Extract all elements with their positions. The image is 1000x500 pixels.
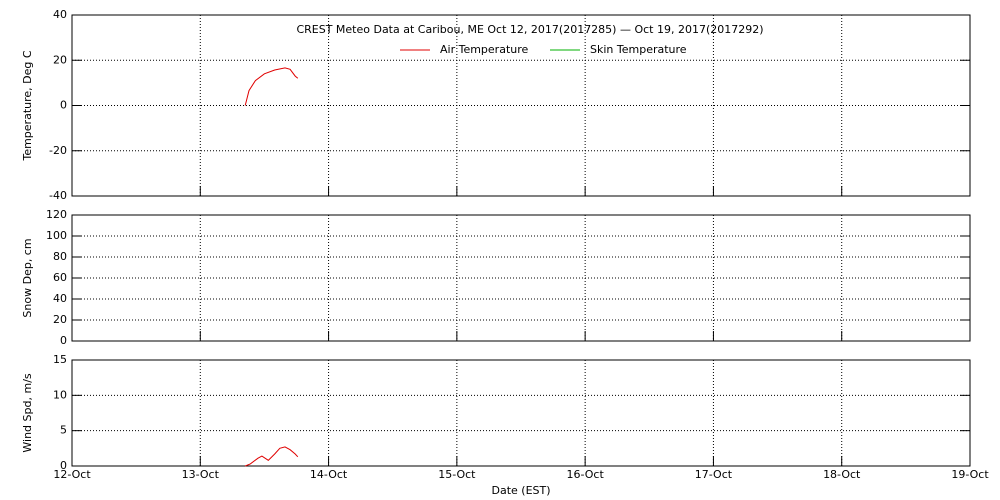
data-line bbox=[245, 446, 299, 467]
y-tick-label: 0 bbox=[60, 334, 67, 347]
legend-label: Skin Temperature bbox=[590, 43, 687, 56]
x-tick-label: 12-Oct bbox=[53, 468, 91, 481]
chart-title: CREST Meteo Data at Caribou, ME Oct 12, … bbox=[296, 23, 763, 36]
plot-frame bbox=[71, 14, 971, 197]
y-tick-label: 120 bbox=[46, 208, 67, 221]
x-tick-label: 17-Oct bbox=[695, 468, 733, 481]
y-tick-label: 20 bbox=[53, 53, 67, 66]
data-line bbox=[244, 67, 299, 106]
y-tick-label: 80 bbox=[53, 250, 67, 263]
x-tick-label: 13-Oct bbox=[182, 468, 220, 481]
y-tick-label: 10 bbox=[53, 388, 67, 401]
y-tick-label: 15 bbox=[53, 353, 67, 366]
x-axis-label: Date (EST) bbox=[491, 484, 550, 497]
y-axis-label: Temperature, Deg C bbox=[21, 50, 34, 161]
legend-label: Air Temperature bbox=[440, 43, 529, 56]
y-axis-label: Wind Spd, m/s bbox=[21, 373, 34, 453]
y-tick-label: 40 bbox=[53, 292, 67, 305]
x-tick-label: 15-Oct bbox=[438, 468, 476, 481]
y-axis-label: Snow Dep, cm bbox=[21, 238, 34, 317]
plot-frame bbox=[71, 359, 971, 467]
x-tick-label: 19-Oct bbox=[951, 468, 989, 481]
y-tick-label: 0 bbox=[60, 459, 67, 472]
y-tick-label: 20 bbox=[53, 313, 67, 326]
y-tick-label: -40 bbox=[49, 189, 67, 202]
y-tick-label: -20 bbox=[49, 144, 67, 157]
y-tick-label: 40 bbox=[53, 8, 67, 21]
y-tick-label: 60 bbox=[53, 271, 67, 284]
x-tick-label: 14-Oct bbox=[310, 468, 348, 481]
x-tick-label: 16-Oct bbox=[566, 468, 604, 481]
y-tick-label: 5 bbox=[60, 424, 67, 437]
y-tick-label: 100 bbox=[46, 229, 67, 242]
plot-frame bbox=[71, 214, 971, 342]
x-tick-label: 18-Oct bbox=[823, 468, 861, 481]
y-tick-label: 0 bbox=[60, 99, 67, 112]
